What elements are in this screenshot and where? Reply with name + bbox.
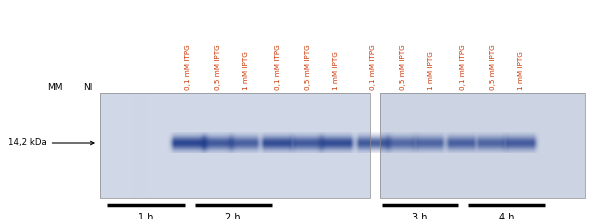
Text: 0,1 mM ITPG: 0,1 mM ITPG (275, 44, 281, 90)
Bar (380, 93, 585, 198)
Text: 0,5 mM IPTG: 0,5 mM IPTG (400, 44, 406, 90)
Text: 1 mM IPTG: 1 mM IPTG (333, 51, 339, 90)
Text: 0,1 mM ITPG: 0,1 mM ITPG (185, 44, 191, 90)
Text: 14,2 kDa: 14,2 kDa (8, 138, 94, 148)
Text: 2 h: 2 h (225, 213, 241, 219)
Text: 0,5 mM IPTG: 0,5 mM IPTG (490, 44, 496, 90)
Text: 1 mM IPTG: 1 mM IPTG (243, 51, 249, 90)
Text: 4 h: 4 h (499, 213, 515, 219)
Text: MM: MM (47, 83, 63, 92)
Bar (100, 93, 370, 198)
Text: 0,5 mM IPTG: 0,5 mM IPTG (305, 44, 311, 90)
Text: NI: NI (83, 83, 93, 92)
Text: 0,1 mM ITPG: 0,1 mM ITPG (370, 44, 376, 90)
Text: 0,1 mM ITPG: 0,1 mM ITPG (460, 44, 466, 90)
Text: 1 mM IPTG: 1 mM IPTG (518, 51, 524, 90)
Text: 1 mM IPTG: 1 mM IPTG (428, 51, 434, 90)
Text: 0,5 mM IPTG: 0,5 mM IPTG (215, 44, 221, 90)
Text: 3 h: 3 h (413, 213, 428, 219)
Text: 1 h: 1 h (138, 213, 154, 219)
